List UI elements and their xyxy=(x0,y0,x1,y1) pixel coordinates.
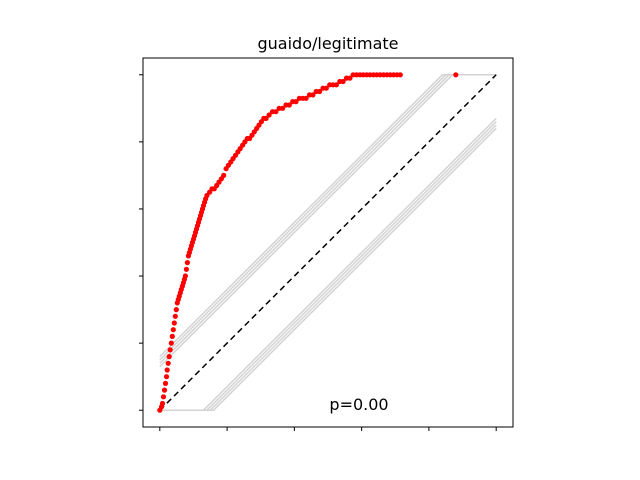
data-point xyxy=(168,340,174,346)
data-point xyxy=(303,95,309,101)
data-point xyxy=(170,327,176,333)
data-point xyxy=(161,387,168,393)
envelope-line-0 xyxy=(159,74,497,358)
data-points xyxy=(157,72,459,413)
data-point xyxy=(347,75,353,81)
envelope-line-4 xyxy=(159,117,497,411)
data-point xyxy=(171,320,177,326)
y-ticks xyxy=(139,74,143,411)
data-point xyxy=(453,72,459,78)
p-value-annotation: p=0.00 xyxy=(329,395,388,414)
data-point xyxy=(333,82,339,88)
data-point xyxy=(183,266,189,272)
data-point xyxy=(397,72,403,78)
plot-frame xyxy=(142,57,514,428)
envelope-line-7 xyxy=(159,127,497,411)
data-point xyxy=(317,88,323,95)
data-point xyxy=(169,333,175,339)
data-point xyxy=(182,273,188,279)
data-point xyxy=(221,172,227,178)
data-point xyxy=(167,347,173,353)
data-point xyxy=(166,354,172,360)
data-point xyxy=(280,105,286,111)
data-point xyxy=(159,400,166,407)
data-point xyxy=(163,374,170,380)
data-point xyxy=(273,109,279,115)
data-point xyxy=(340,78,346,85)
data-point xyxy=(164,367,170,373)
data-point xyxy=(184,260,190,266)
data-point xyxy=(263,115,269,121)
data-point xyxy=(266,112,272,118)
envelope-line-3 xyxy=(159,74,497,368)
envelope-line-2 xyxy=(159,74,497,364)
data-point xyxy=(323,85,329,91)
chart-title: guaido/legitimate xyxy=(258,34,399,53)
data-point xyxy=(165,360,171,366)
reference-line xyxy=(159,74,497,411)
envelope-line-5 xyxy=(159,121,497,411)
envelope-lines xyxy=(159,74,497,411)
data-point xyxy=(286,102,292,108)
data-point xyxy=(310,92,316,98)
data-point xyxy=(162,380,169,386)
data-point xyxy=(293,99,299,105)
data-point xyxy=(173,307,179,313)
diagonal-reference-line xyxy=(159,74,497,411)
data-point xyxy=(160,394,167,400)
data-point xyxy=(172,313,178,319)
x-ticks xyxy=(159,427,497,431)
